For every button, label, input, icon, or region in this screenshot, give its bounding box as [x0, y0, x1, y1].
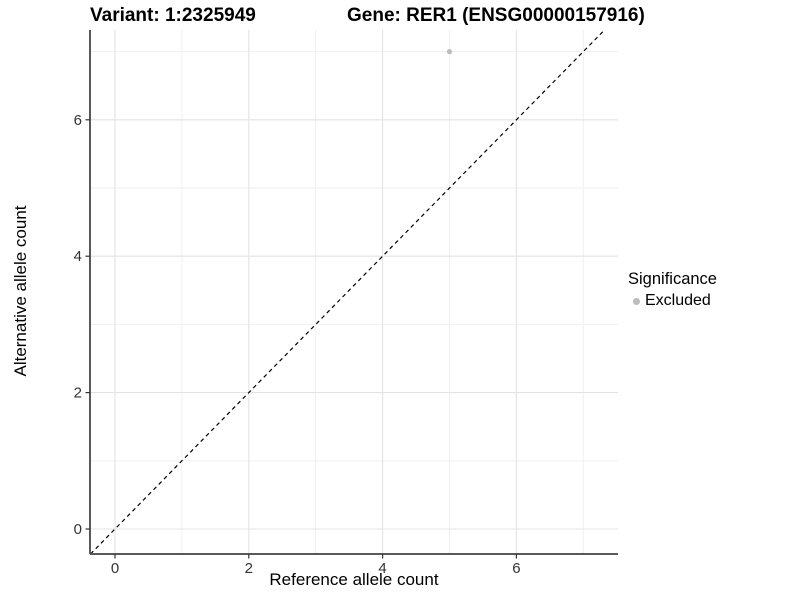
legend-title: Significance — [628, 270, 717, 288]
y-tick-label: 0 — [74, 521, 82, 538]
tick-labels: 0 2 4 6 0 2 4 6 — [74, 112, 521, 577]
x-tick-label: 2 — [245, 560, 253, 577]
axis-lines — [89, 30, 618, 555]
y-axis-label: Alternative allele count — [11, 205, 30, 377]
data-point — [446, 49, 453, 55]
grid-minor — [90, 30, 618, 554]
plot-title-gene: Gene: RER1 (ENSG00000157916) — [347, 5, 645, 26]
legend-point-icon — [633, 297, 640, 305]
legend-item-label: Excluded — [645, 292, 711, 309]
reference-line — [90, 29, 605, 555]
data-points — [446, 49, 453, 55]
x-axis-label: Reference allele count — [269, 570, 439, 589]
plot-title-variant: Variant: 1:2325949 — [90, 5, 256, 26]
legend: Significance Excluded — [628, 270, 717, 310]
y-tick-label: 2 — [74, 385, 82, 402]
grid-major — [90, 30, 618, 554]
x-tick-label: 4 — [378, 560, 386, 577]
y-tick-label: 6 — [74, 112, 82, 129]
x-tick-label: 6 — [512, 560, 520, 577]
x-tick-label: 0 — [111, 560, 119, 577]
y-tick-label: 4 — [74, 248, 82, 265]
axis-ticks — [85, 119, 518, 559]
legend-item-excluded: Excluded — [628, 292, 717, 310]
